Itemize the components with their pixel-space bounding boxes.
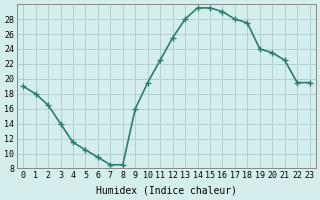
X-axis label: Humidex (Indice chaleur): Humidex (Indice chaleur) — [96, 186, 237, 196]
